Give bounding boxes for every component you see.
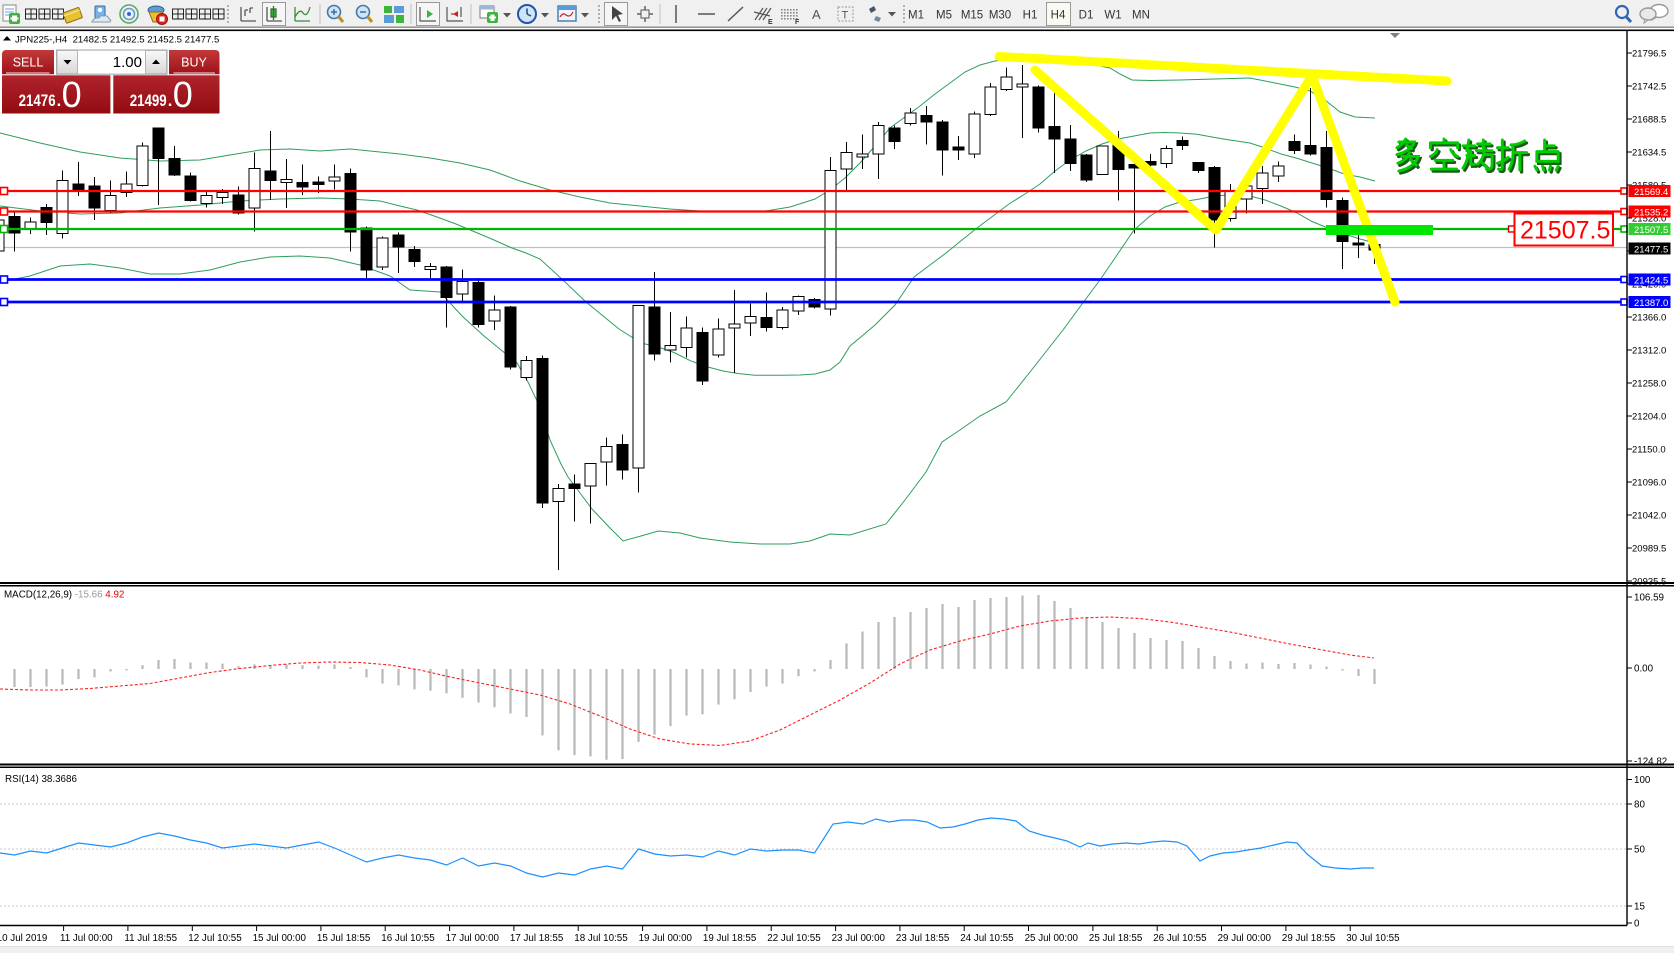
svg-text:26 Jul 10:55: 26 Jul 10:55 [1153,933,1207,944]
svg-text:21204.0: 21204.0 [1632,412,1666,423]
svg-text:21477.5: 21477.5 [1634,244,1668,255]
svg-text:24 Jul 10:55: 24 Jul 10:55 [960,933,1014,944]
svg-text:17 Jul 00:00: 17 Jul 00:00 [446,933,500,944]
svg-text:21688.5: 21688.5 [1632,115,1666,126]
svg-text:20989.5: 20989.5 [1632,544,1666,555]
svg-text:T: T [842,10,849,22]
svg-text:106.59: 106.59 [1634,593,1664,604]
svg-text:22 Jul 10:55: 22 Jul 10:55 [767,933,821,944]
svg-text:21569.4: 21569.4 [1634,187,1668,198]
svg-text:21634.5: 21634.5 [1632,148,1666,159]
svg-text:23 Jul 00:00: 23 Jul 00:00 [832,933,886,944]
svg-text:21312.0: 21312.0 [1632,346,1666,357]
svg-text:21366.0: 21366.0 [1632,313,1666,324]
svg-text:80: 80 [1634,800,1645,811]
svg-text:JPN225-,H4 21482.5 21492.5 21: JPN225-,H4 21482.5 21492.5 21452.5 21477… [15,35,219,46]
svg-text:BUY: BUY [181,56,207,70]
svg-text:RSI(14) 38.3686: RSI(14) 38.3686 [5,774,77,785]
svg-text:15: 15 [1634,902,1645,913]
svg-text:21507.5: 21507.5 [1520,217,1610,245]
svg-text:21796.5: 21796.5 [1632,49,1666,60]
svg-text:50: 50 [1634,845,1645,856]
svg-text:W1: W1 [1104,10,1121,22]
svg-text:SELL: SELL [13,56,44,70]
svg-text:21535.2: 21535.2 [1634,207,1668,218]
svg-text:15 Jul 18:55: 15 Jul 18:55 [317,933,371,944]
svg-text:M5: M5 [936,10,952,22]
svg-text:19 Jul 18:55: 19 Jul 18:55 [703,933,757,944]
svg-text:0: 0 [173,74,193,115]
svg-text:11 Jul 18:55: 11 Jul 18:55 [124,933,177,944]
svg-text:F: F [795,19,800,26]
svg-text:.: . [57,92,62,110]
svg-text:0: 0 [62,74,82,115]
svg-text:30 Jul 10:55: 30 Jul 10:55 [1346,933,1400,944]
svg-text:21424.5: 21424.5 [1634,275,1668,286]
svg-text:21499: 21499 [130,92,167,110]
svg-text:10 Jul 2019: 10 Jul 2019 [0,933,47,944]
svg-text:12 Jul 10:55: 12 Jul 10:55 [188,933,242,944]
svg-text:H4: H4 [1051,10,1066,22]
svg-text:25 Jul 00:00: 25 Jul 00:00 [1025,933,1079,944]
svg-text:.: . [168,92,173,110]
svg-text:16 Jul 10:55: 16 Jul 10:55 [381,933,435,944]
svg-text:0.00: 0.00 [1634,664,1654,675]
svg-text:21507.5: 21507.5 [1634,225,1668,236]
svg-text:15 Jul 00:00: 15 Jul 00:00 [253,933,307,944]
svg-text:21150.0: 21150.0 [1632,445,1666,456]
svg-text:MN: MN [1132,10,1150,22]
svg-text:18 Jul 10:55: 18 Jul 10:55 [574,933,628,944]
svg-text:MACD(12,26,9) -15.66 4.92: MACD(12,26,9) -15.66 4.92 [4,590,124,601]
svg-text:E: E [768,19,773,26]
svg-text:21258.0: 21258.0 [1632,379,1666,390]
svg-text:21476: 21476 [19,92,56,110]
svg-text:M1: M1 [908,10,924,22]
svg-text:M30: M30 [989,10,1011,22]
svg-text:-124.82: -124.82 [1634,757,1667,768]
svg-text:17 Jul 18:55: 17 Jul 18:55 [510,933,564,944]
svg-text:21742.5: 21742.5 [1632,82,1666,93]
svg-text:1.00: 1.00 [113,54,142,71]
svg-text:M15: M15 [961,10,983,22]
svg-text:21042.0: 21042.0 [1632,511,1666,522]
svg-text:21096.0: 21096.0 [1632,478,1666,489]
svg-text:25 Jul 18:55: 25 Jul 18:55 [1089,933,1143,944]
svg-text:0: 0 [1634,919,1640,930]
svg-text:29 Jul 18:55: 29 Jul 18:55 [1282,933,1336,944]
svg-text:23 Jul 18:55: 23 Jul 18:55 [896,933,950,944]
svg-text:19 Jul 00:00: 19 Jul 00:00 [639,933,693,944]
svg-text:21387.0: 21387.0 [1634,298,1668,309]
svg-text:A: A [812,7,821,22]
svg-text:29 Jul 00:00: 29 Jul 00:00 [1218,933,1272,944]
svg-text:11 Jul 00:00: 11 Jul 00:00 [60,933,113,944]
svg-text:D1: D1 [1079,10,1094,22]
svg-text:100: 100 [1634,775,1651,786]
svg-text:21528.0: 21528.0 [1632,214,1666,225]
svg-text:H1: H1 [1023,10,1038,22]
